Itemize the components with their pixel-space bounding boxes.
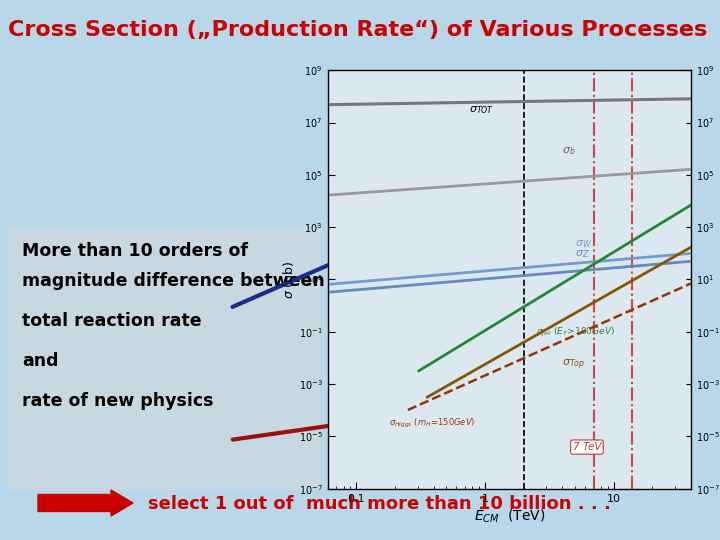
Text: $\sigma_W$: $\sigma_W$ — [575, 239, 592, 251]
Text: $\sigma_{TOT}$: $\sigma_{TOT}$ — [469, 104, 494, 116]
Text: and: and — [22, 352, 58, 370]
Y-axis label: $\sigma$ (nb): $\sigma$ (nb) — [281, 260, 296, 299]
Text: magnitude difference between: magnitude difference between — [22, 272, 325, 290]
Text: $\sigma_Z$: $\sigma_Z$ — [575, 248, 590, 260]
Text: $\sigma_{Higgs}\ (m_H\!=\!150GeV)$: $\sigma_{Higgs}\ (m_H\!=\!150GeV)$ — [389, 417, 475, 430]
Text: $\sigma_b$: $\sigma_b$ — [562, 145, 576, 157]
FancyBboxPatch shape — [8, 228, 320, 490]
Text: $\sigma_{Top}$: $\sigma_{Top}$ — [562, 357, 585, 372]
Text: 7 TeV: 7 TeV — [572, 442, 601, 452]
Text: rate of new physics: rate of new physics — [22, 392, 214, 410]
X-axis label: $E_{CM}$  (TeV): $E_{CM}$ (TeV) — [474, 508, 545, 525]
Text: Cross Section („Production Rate“) of Various Processes: Cross Section („Production Rate“) of Var… — [8, 20, 707, 40]
Text: More than 10 orders of: More than 10 orders of — [22, 242, 248, 260]
Text: $\sigma_{Jet}\ (E_T\!>\!100GeV)$: $\sigma_{Jet}\ (E_T\!>\!100GeV)$ — [536, 326, 616, 339]
FancyArrow shape — [38, 490, 133, 516]
Text: select 1 out of  much more than 10 billion . . .: select 1 out of much more than 10 billio… — [148, 495, 611, 513]
Text: total reaction rate: total reaction rate — [22, 312, 202, 330]
